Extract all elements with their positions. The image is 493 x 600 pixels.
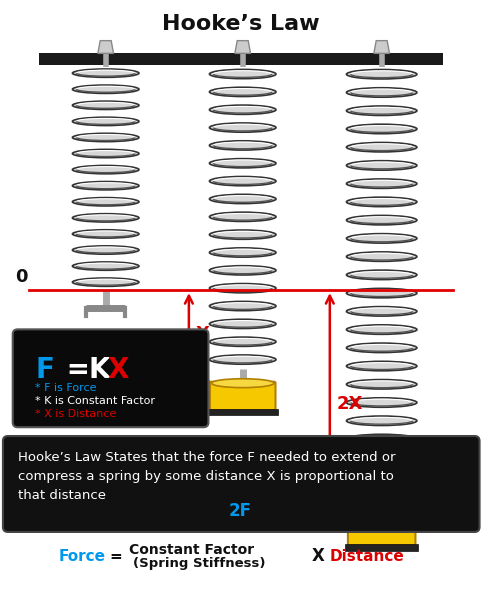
FancyBboxPatch shape — [210, 382, 276, 410]
Ellipse shape — [210, 230, 276, 239]
Ellipse shape — [210, 194, 276, 203]
Ellipse shape — [210, 355, 276, 364]
Ellipse shape — [72, 149, 139, 158]
Polygon shape — [374, 41, 389, 53]
Ellipse shape — [347, 197, 417, 206]
FancyBboxPatch shape — [208, 409, 278, 415]
Ellipse shape — [347, 398, 417, 407]
Ellipse shape — [210, 266, 276, 275]
Ellipse shape — [210, 212, 276, 221]
Text: Hooke’s Law: Hooke’s Law — [162, 14, 319, 34]
Text: * X is Distance: * X is Distance — [35, 409, 117, 419]
Ellipse shape — [72, 133, 139, 142]
Ellipse shape — [211, 379, 274, 388]
Ellipse shape — [347, 106, 417, 115]
Text: F: F — [129, 361, 140, 379]
Ellipse shape — [72, 182, 139, 190]
Ellipse shape — [72, 166, 139, 174]
Ellipse shape — [210, 87, 276, 97]
Text: Force: Force — [59, 549, 106, 564]
Text: Distance: Distance — [330, 549, 405, 564]
Ellipse shape — [347, 343, 417, 353]
Ellipse shape — [210, 301, 276, 311]
Ellipse shape — [347, 124, 417, 134]
Ellipse shape — [72, 101, 139, 109]
Ellipse shape — [210, 319, 276, 329]
Text: X: X — [311, 547, 324, 565]
Ellipse shape — [350, 518, 414, 526]
Ellipse shape — [347, 416, 417, 425]
Text: * K is Constant Factor: * K is Constant Factor — [35, 396, 155, 406]
Ellipse shape — [347, 307, 417, 316]
Ellipse shape — [347, 252, 417, 262]
Ellipse shape — [210, 141, 276, 150]
Ellipse shape — [72, 278, 139, 286]
Ellipse shape — [72, 69, 139, 77]
FancyBboxPatch shape — [348, 521, 416, 545]
FancyBboxPatch shape — [348, 499, 416, 524]
FancyBboxPatch shape — [346, 544, 418, 551]
Ellipse shape — [347, 361, 417, 371]
Ellipse shape — [347, 179, 417, 188]
Ellipse shape — [210, 105, 276, 115]
Ellipse shape — [210, 70, 276, 79]
Ellipse shape — [350, 497, 414, 505]
Text: =: = — [57, 356, 100, 384]
Ellipse shape — [210, 284, 276, 293]
FancyBboxPatch shape — [3, 436, 480, 532]
Ellipse shape — [72, 230, 139, 238]
Text: Hooke’s Law States that the force F needed to extend or
compress a spring by som: Hooke’s Law States that the force F need… — [18, 451, 395, 502]
Ellipse shape — [347, 270, 417, 280]
Ellipse shape — [72, 214, 139, 222]
Text: F: F — [35, 356, 54, 384]
Text: K: K — [88, 356, 109, 384]
Ellipse shape — [210, 337, 276, 346]
Text: 0: 0 — [15, 268, 27, 286]
Ellipse shape — [210, 123, 276, 132]
Ellipse shape — [347, 380, 417, 389]
Ellipse shape — [347, 434, 417, 444]
Ellipse shape — [347, 88, 417, 97]
Ellipse shape — [210, 176, 276, 186]
Ellipse shape — [72, 85, 139, 94]
Ellipse shape — [347, 233, 417, 243]
FancyBboxPatch shape — [13, 329, 209, 427]
Ellipse shape — [72, 246, 139, 254]
Ellipse shape — [72, 262, 139, 270]
Ellipse shape — [210, 158, 276, 168]
Text: 2F: 2F — [229, 502, 251, 520]
Polygon shape — [235, 41, 250, 53]
Text: Constant Factor: Constant Factor — [129, 542, 254, 557]
Ellipse shape — [347, 452, 417, 462]
Text: 2X: 2X — [337, 395, 363, 413]
Polygon shape — [98, 41, 113, 53]
Text: (Spring Stiffness): (Spring Stiffness) — [133, 557, 266, 570]
Ellipse shape — [347, 289, 417, 298]
Ellipse shape — [347, 142, 417, 152]
Ellipse shape — [347, 70, 417, 79]
Text: X: X — [196, 325, 210, 343]
Text: =: = — [109, 549, 122, 564]
Ellipse shape — [72, 117, 139, 125]
Ellipse shape — [347, 161, 417, 170]
Text: * F is Force: * F is Force — [35, 383, 97, 393]
Ellipse shape — [210, 248, 276, 257]
Ellipse shape — [72, 197, 139, 206]
Ellipse shape — [347, 325, 417, 334]
Ellipse shape — [347, 215, 417, 225]
Text: X: X — [107, 356, 129, 384]
FancyBboxPatch shape — [39, 53, 443, 65]
